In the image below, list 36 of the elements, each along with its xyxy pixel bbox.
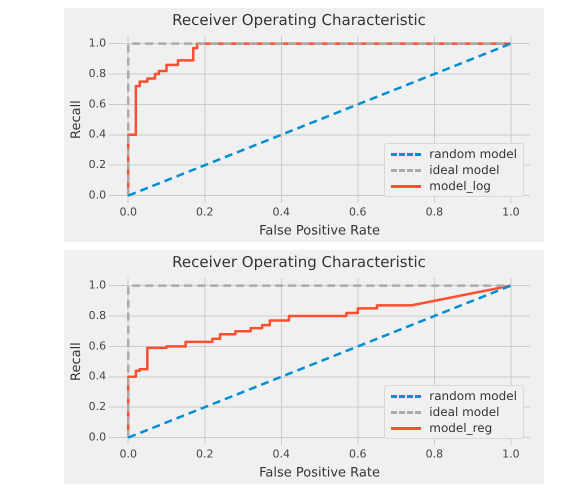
x-tick-label: 0.4 xyxy=(272,206,290,219)
x-axis-title: False Positive Rate xyxy=(259,466,380,481)
x-tick-label: 0.6 xyxy=(349,448,367,461)
y-tick-label: 0.4 xyxy=(88,128,106,141)
x-tick-label: 1.0 xyxy=(502,206,520,219)
y-tick-label: 0.2 xyxy=(88,400,106,414)
legend-label: ideal model xyxy=(429,163,500,178)
legend-label: model_log xyxy=(429,179,491,194)
x-tick-label: 0.8 xyxy=(426,206,444,219)
chart-title: Receiver Operating Characteristic xyxy=(172,10,426,29)
x-tick-label: 0.8 xyxy=(426,448,444,461)
legend-label: ideal model xyxy=(429,405,500,420)
y-axis-title: Recall xyxy=(69,342,84,381)
y-tick-label: 0.0 xyxy=(88,188,106,202)
legend-label: model_reg xyxy=(429,421,492,436)
x-tick-label: 0.0 xyxy=(119,206,137,219)
y-axis-title: Recall xyxy=(69,100,84,139)
y-tick-label: 0.8 xyxy=(88,308,106,322)
x-tick-label: 1.0 xyxy=(502,448,520,461)
y-tick-label: 0.4 xyxy=(88,370,106,383)
y-tick-label: 0.2 xyxy=(88,158,106,172)
y-tick-label: 0.0 xyxy=(88,430,106,444)
legend-label: random model xyxy=(429,389,517,404)
x-axis-title: False Positive Rate xyxy=(259,224,380,239)
y-tick-label: 1.0 xyxy=(88,36,106,50)
legend-label: random model xyxy=(429,147,517,162)
y-tick-label: 0.6 xyxy=(88,339,106,352)
x-tick-label: 0.2 xyxy=(196,448,214,461)
y-tick-label: 0.6 xyxy=(88,97,106,110)
x-tick-label: 0.2 xyxy=(196,206,214,219)
x-tick-label: 0.4 xyxy=(272,448,290,461)
chart-title: Receiver Operating Characteristic xyxy=(172,252,426,271)
x-tick-label: 0.0 xyxy=(119,448,137,461)
y-tick-label: 0.8 xyxy=(88,66,106,80)
y-tick-label: 1.0 xyxy=(88,278,106,292)
x-tick-label: 0.6 xyxy=(349,206,367,219)
